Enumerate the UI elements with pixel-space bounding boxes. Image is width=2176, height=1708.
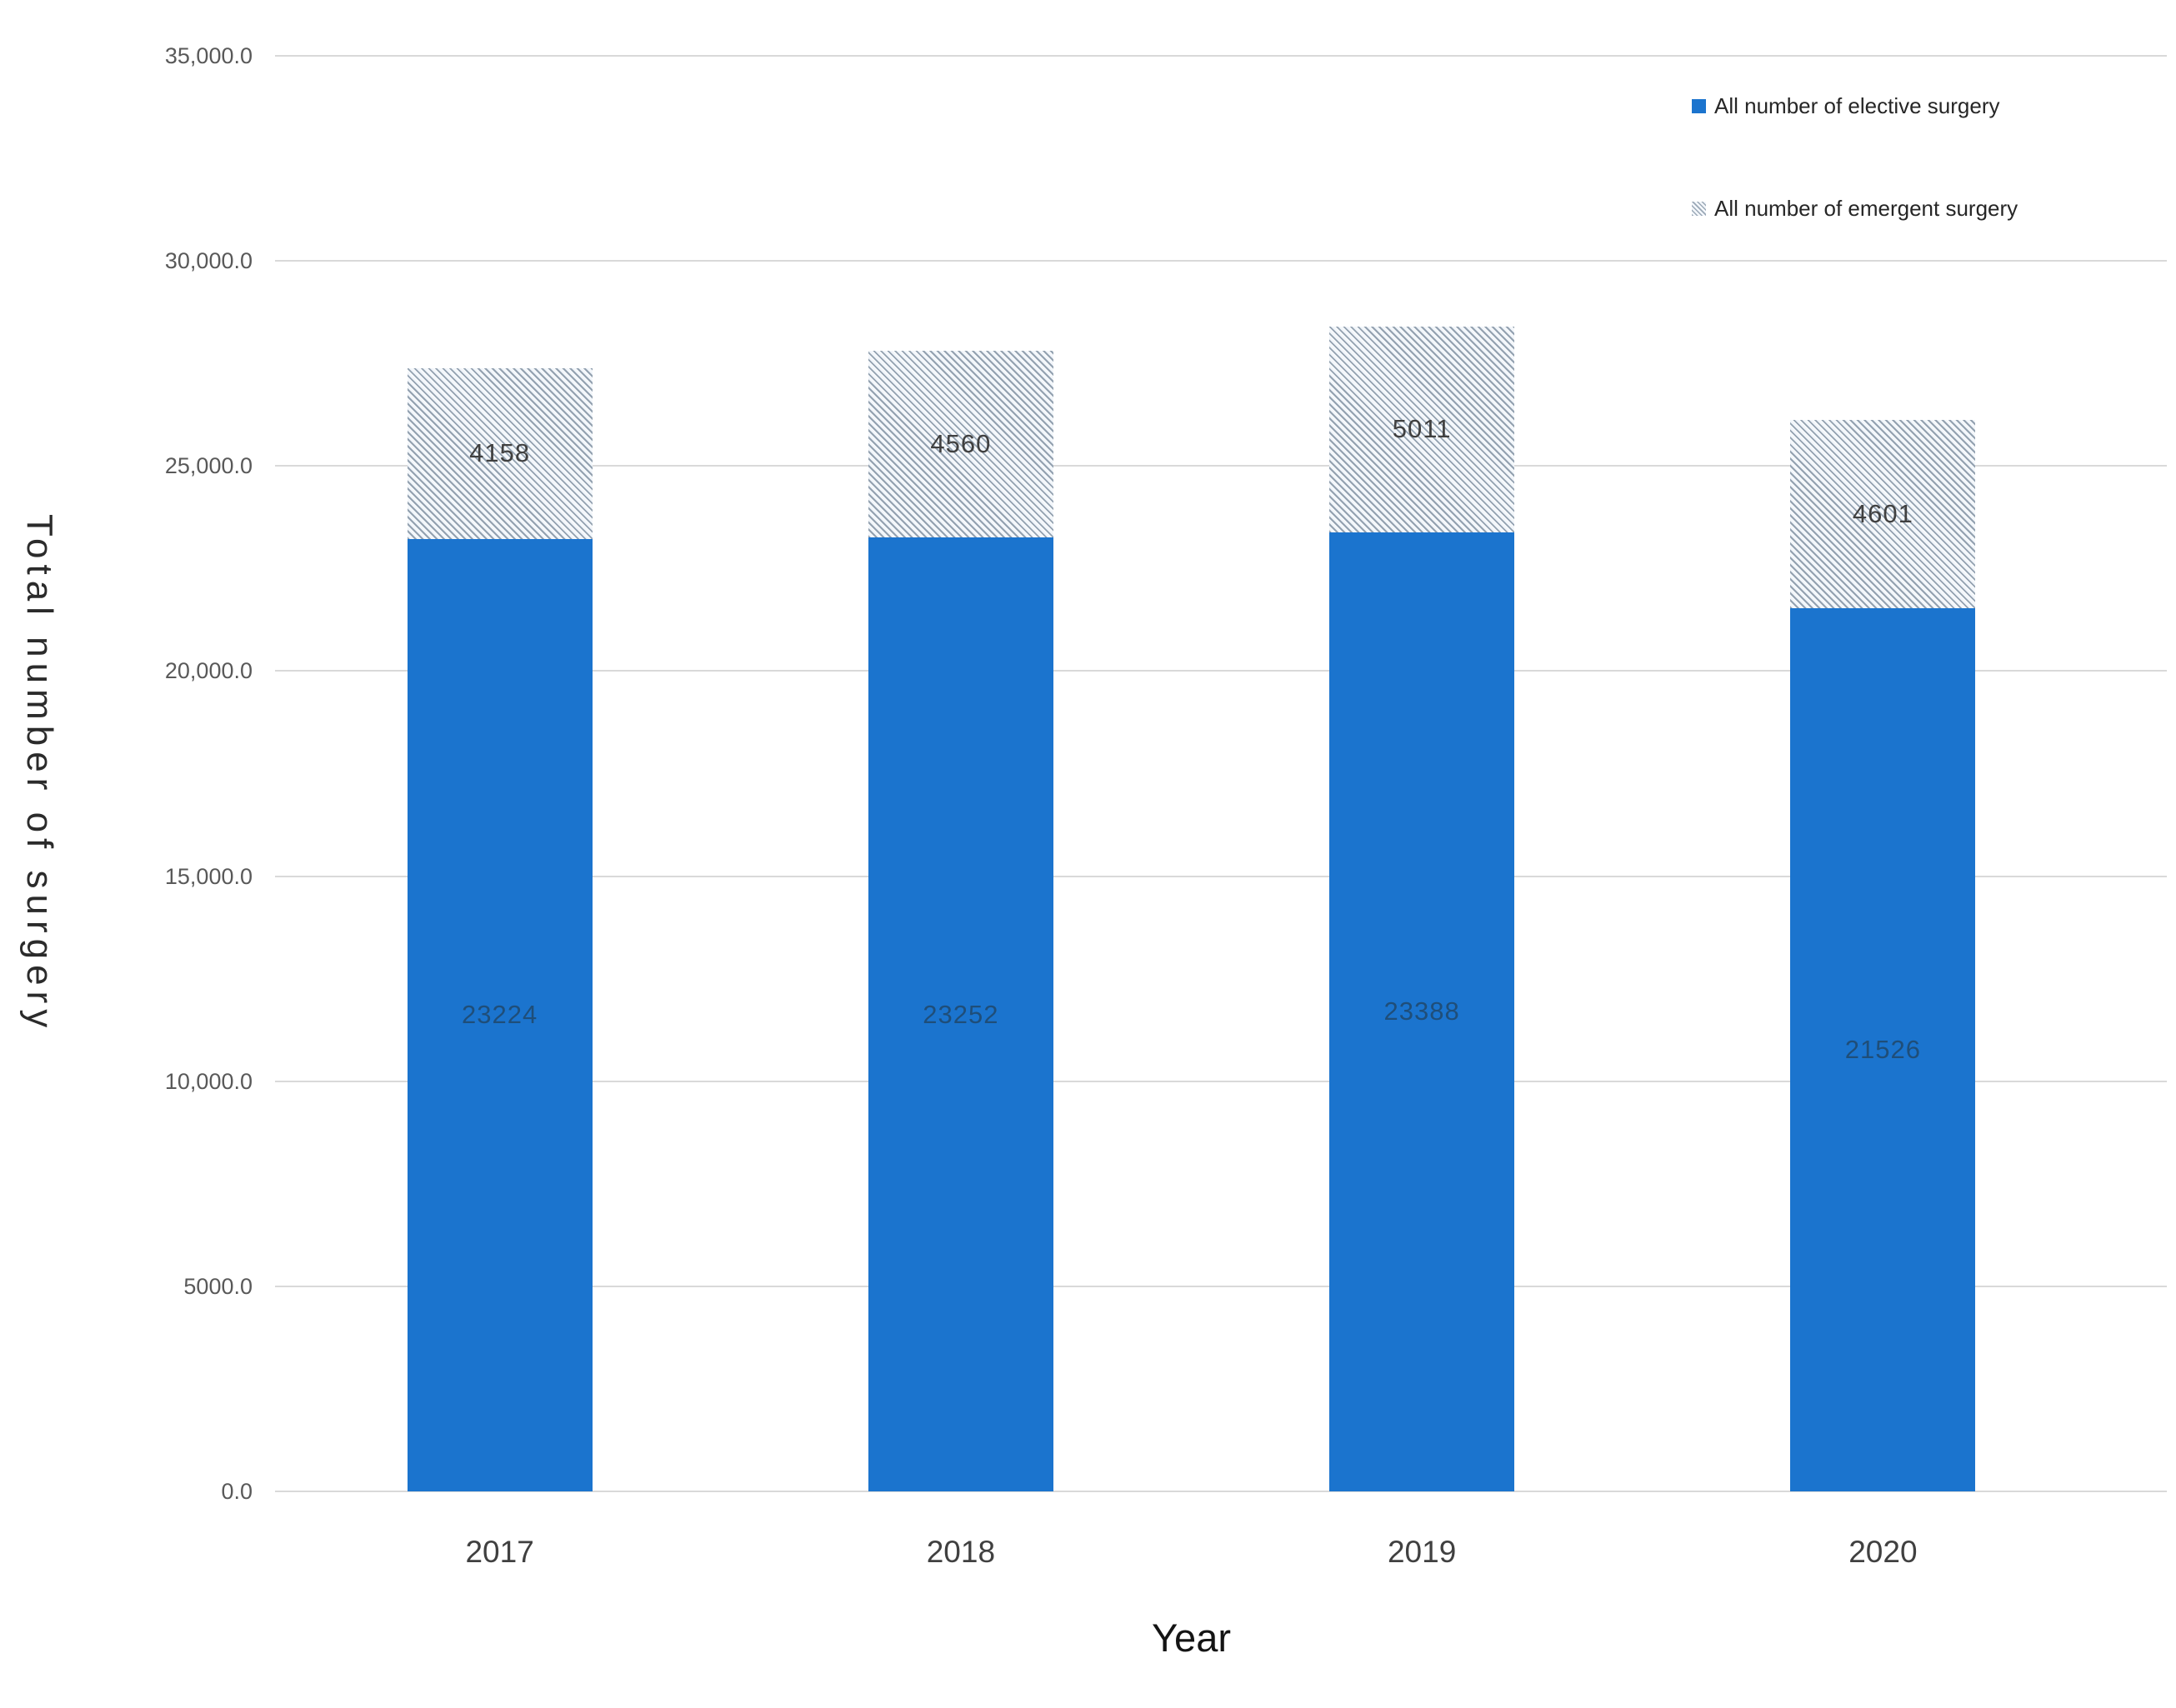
x-axis-title: Year	[1152, 1616, 1231, 1660]
bar-slot: 5011 23388	[1192, 56, 1653, 1491]
gridline	[275, 1285, 2167, 1287]
bar-value-label-emergent: 4601	[1852, 499, 1913, 529]
legend-item-elective: All number of elective surgery	[1692, 93, 2018, 119]
legend-label-elective: All number of elective surgery	[1714, 93, 2000, 118]
y-axis-tick-label: 30,000.0	[164, 248, 253, 274]
bar-segment-emergent: 4601	[1790, 419, 1976, 609]
bar-segment-elective: 23388	[1329, 532, 1515, 1491]
gridline	[275, 875, 2167, 877]
bar-slot: 4601 21526	[1653, 56, 2113, 1491]
y-axis-tick-label: 0.0	[221, 1479, 253, 1504]
solid-blue-swatch-icon	[1692, 99, 1706, 113]
gridline	[275, 1080, 2167, 1082]
y-axis-tick-label: 5000.0	[183, 1273, 253, 1299]
y-axis-tick-labels: 0.0 5000.0 10,000.0 15,000.0 20,000.0 25,000.…	[0, 43, 253, 1504]
bar-segment-emergent: 5011	[1329, 326, 1515, 532]
stacked-bar: 4158 23224	[407, 368, 593, 1491]
bar-segment-elective: 23224	[407, 538, 593, 1491]
bar-value-label-elective: 23224	[462, 1000, 538, 1030]
bar-value-label-emergent: 5011	[1392, 414, 1452, 444]
bar-segment-elective: 23252	[868, 537, 1053, 1491]
bar-segment-emergent: 4560	[868, 350, 1053, 538]
bar-value-label-elective: 21526	[1844, 1035, 1921, 1065]
stacked-bar: 5011 23388	[1329, 326, 1515, 1491]
y-axis-title-text: Total number of surgery	[19, 513, 60, 1034]
stacked-bar: 4560 23252	[868, 350, 1053, 1491]
bar-value-label-elective: 23388	[1383, 996, 1460, 1026]
x-axis-tick-label: 2017	[465, 1535, 534, 1569]
stacked-bar: 4601 21526	[1790, 419, 1976, 1491]
bar-value-label-emergent: 4158	[469, 438, 531, 468]
x-axis-tick-label: 2020	[1848, 1535, 1918, 1569]
y-axis-tick-label: 25,000.0	[164, 453, 253, 479]
bar-segment-elective: 21526	[1790, 608, 1976, 1491]
legend-item-emergent: All number of emergent surgery	[1692, 196, 2018, 222]
gridline	[275, 465, 2167, 467]
bar-value-label-elective: 23252	[923, 999, 999, 1029]
x-axis-tick-labels: 2017 2018 2019 2020	[269, 1535, 2113, 1576]
y-axis-tick-label: 35,000.0	[164, 43, 253, 68]
gridline	[275, 55, 2167, 57]
gridlines-layer	[275, 55, 2167, 1492]
gridline	[275, 670, 2167, 672]
y-axis-tick-label: 15,000.0	[164, 863, 253, 889]
x-axis-tick-label: 2019	[1387, 1535, 1457, 1569]
y-axis-title: Total number of surgery	[18, 56, 60, 1491]
hatched-swatch-icon	[1692, 202, 1706, 216]
legend-label-emergent: All number of emergent surgery	[1714, 196, 2018, 221]
x-axis-tick-label: 2018	[926, 1535, 996, 1569]
bar-slot: 4560 23252	[730, 56, 1191, 1491]
y-axis-tick-label: 20,000.0	[164, 658, 253, 684]
legend: All number of elective surgery All numbe…	[1692, 93, 2018, 298]
bars-layer: 4158 23224 4560 23252 5011 23388 4601 21526	[269, 56, 2113, 1491]
gridline	[275, 1491, 2167, 1492]
bar-segment-emergent: 4158	[407, 368, 593, 539]
gridline	[275, 260, 2167, 262]
bar-value-label-emergent: 4560	[930, 429, 992, 459]
bar-slot: 4158 23224	[269, 56, 730, 1491]
y-axis-tick-label: 10,000.0	[164, 1068, 253, 1094]
